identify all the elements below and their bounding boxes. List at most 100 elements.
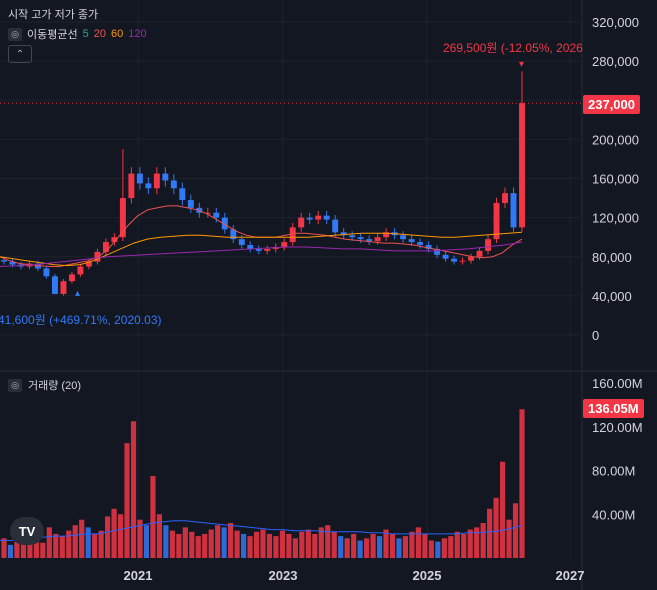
volume-bar bbox=[422, 533, 428, 558]
volume-bar bbox=[370, 533, 376, 558]
price-tick-label: 200,000 bbox=[592, 132, 639, 147]
candle-body bbox=[332, 219, 339, 233]
candle-body bbox=[434, 248, 441, 255]
candle-body bbox=[51, 276, 58, 294]
candle-body bbox=[451, 258, 458, 262]
candle-body bbox=[187, 200, 194, 208]
visibility-icon[interactable]: ◎ bbox=[8, 378, 22, 392]
candle-body bbox=[315, 215, 322, 220]
volume-bar bbox=[279, 530, 286, 558]
ma120-line bbox=[0, 241, 523, 267]
candle-body bbox=[128, 173, 135, 199]
candle-body bbox=[510, 193, 517, 228]
volume-bar bbox=[247, 536, 253, 558]
volume-bar bbox=[519, 409, 525, 558]
candle-body bbox=[281, 242, 288, 247]
volume-tick-label: 120.00M bbox=[592, 420, 643, 435]
volume-bar bbox=[163, 525, 169, 558]
volume-bar bbox=[14, 541, 20, 558]
ma-label: 이동평균선 bbox=[27, 29, 78, 41]
volume-bar bbox=[130, 421, 137, 558]
ma20-value: 20 bbox=[93, 28, 106, 40]
volume-bar bbox=[195, 536, 201, 558]
volume-bar bbox=[312, 533, 318, 558]
candle-body bbox=[306, 217, 313, 220]
candle-body bbox=[119, 198, 126, 238]
volume-bar bbox=[325, 525, 331, 558]
ma120-value: 120 bbox=[128, 28, 147, 40]
volume-bar bbox=[182, 527, 188, 558]
price-tick-label: 280,000 bbox=[592, 54, 639, 69]
high-marker: ▾ bbox=[519, 59, 524, 70]
last-volume-badge: 136.05M bbox=[583, 399, 644, 418]
volume-bar bbox=[441, 538, 447, 558]
candle-body bbox=[298, 217, 305, 228]
moving-average-legend: ◎ 이동평균선 5 20 60 120 bbox=[8, 26, 147, 42]
volume-bar bbox=[344, 538, 350, 558]
volume-bar bbox=[202, 533, 208, 558]
collapse-legend-button[interactable]: ⌃ bbox=[8, 45, 32, 63]
candle-body bbox=[519, 103, 525, 228]
volume-legend: ◎ 거래량 (20) bbox=[8, 377, 81, 393]
candle-body bbox=[383, 232, 390, 238]
low-annotation: 41,600원 (+469.71%, 2020.03) bbox=[0, 313, 162, 327]
volume-bar bbox=[46, 527, 52, 558]
candle-body bbox=[102, 242, 109, 252]
volume-bar bbox=[215, 525, 221, 558]
volume-bar bbox=[389, 533, 396, 558]
volume-bar bbox=[454, 531, 460, 558]
time-tick-label: 2027 bbox=[556, 568, 585, 583]
last-price-badge: 237,000 bbox=[583, 95, 640, 114]
volume-bar bbox=[493, 497, 499, 558]
ma60-value: 60 bbox=[110, 28, 124, 40]
candle-body bbox=[77, 266, 84, 275]
volume-bar bbox=[176, 533, 182, 558]
volume-bar bbox=[150, 475, 156, 558]
volume-bar bbox=[1, 538, 7, 558]
volume-bar bbox=[7, 544, 14, 558]
volume-bar bbox=[27, 533, 33, 558]
volume-bar bbox=[266, 533, 273, 558]
candle-body bbox=[442, 254, 449, 259]
candle-body bbox=[493, 202, 500, 240]
candle-body bbox=[425, 245, 432, 249]
candle-body bbox=[323, 215, 330, 220]
volume-bar bbox=[487, 508, 493, 558]
volume-bar bbox=[169, 530, 175, 558]
candle-body bbox=[485, 239, 492, 251]
volume-bar bbox=[480, 523, 486, 558]
price-tick-label: 80,000 bbox=[592, 250, 632, 265]
candle-body bbox=[68, 274, 75, 282]
visibility-icon[interactable]: ◎ bbox=[8, 27, 22, 41]
volume-bar bbox=[20, 536, 27, 558]
volume-bar bbox=[286, 533, 292, 558]
volume-bar bbox=[156, 514, 162, 558]
candle-body bbox=[221, 217, 228, 230]
candle-body bbox=[468, 256, 475, 261]
price-tick-label: 0 bbox=[592, 328, 599, 343]
volume-bar bbox=[111, 508, 117, 558]
volume-bar bbox=[474, 527, 480, 558]
candle-body bbox=[60, 281, 67, 294]
volume-bar bbox=[92, 533, 98, 558]
candle-body bbox=[43, 268, 50, 277]
ma5-value: 5 bbox=[82, 28, 89, 40]
price-tick-label: 40,000 bbox=[592, 289, 632, 304]
volume-bar bbox=[364, 538, 370, 558]
volume-bar bbox=[305, 529, 311, 558]
volume-bar bbox=[53, 533, 59, 558]
volume-bar bbox=[435, 541, 441, 558]
volume-bar bbox=[402, 536, 409, 558]
candle-body bbox=[136, 173, 143, 184]
candle-body bbox=[238, 239, 245, 246]
volume-bar bbox=[338, 536, 344, 558]
candle-body bbox=[264, 248, 271, 251]
price-tick-label: 120,000 bbox=[592, 211, 639, 226]
price-tick-label: 320,000 bbox=[592, 15, 639, 30]
volume-bar bbox=[273, 536, 279, 558]
candle-body bbox=[417, 242, 424, 246]
candle-body bbox=[349, 235, 356, 238]
candle-body bbox=[366, 239, 373, 242]
high-annotation: 269,500원 (-12.05%, 2026 bbox=[443, 41, 583, 55]
